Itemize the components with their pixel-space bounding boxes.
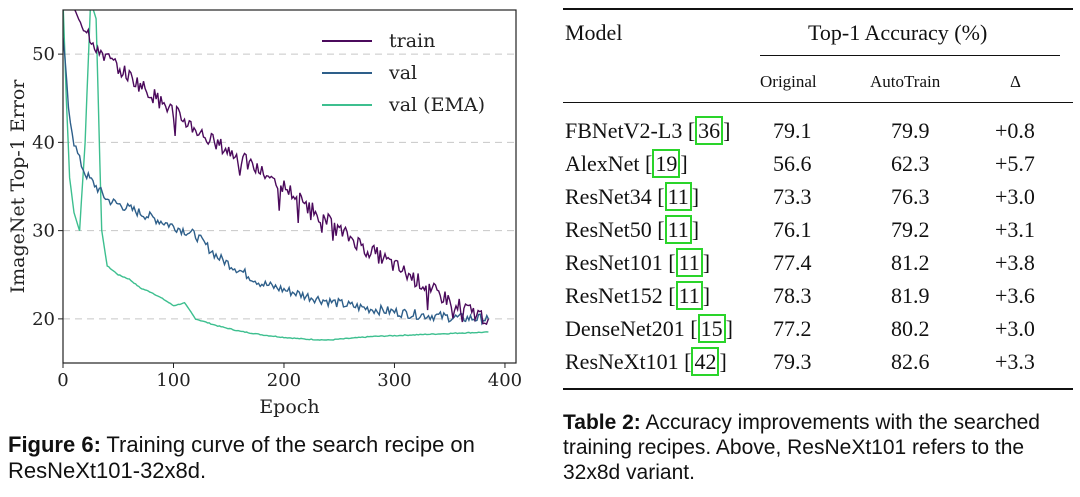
row-delta: +3.1 <box>995 217 1035 242</box>
series-line-val-ema- <box>63 10 489 341</box>
row-autotrain: 76.3 <box>891 184 930 209</box>
series-line-train <box>74 10 490 326</box>
row-model: DenseNet201 [15] <box>565 314 733 343</box>
model-name: AlexNet [ <box>565 151 653 176</box>
header-model: Model <box>565 20 623 45</box>
row-original: 77.4 <box>773 250 812 275</box>
legend-label: val (EMA) <box>388 94 485 116</box>
row-original: 79.1 <box>773 118 812 143</box>
table-caption-label: Table 2: <box>563 411 641 434</box>
header-group-rule <box>760 55 1060 56</box>
header-bottom-rule <box>563 102 1073 103</box>
model-name-close: ] <box>725 316 733 341</box>
citation-link[interactable]: 19 <box>652 149 681 178</box>
row-autotrain: 79.9 <box>891 118 930 143</box>
table-caption-text: Accuracy improvements with the searched … <box>563 411 1040 484</box>
row-delta: +3.0 <box>995 184 1035 209</box>
row-delta: +3.6 <box>995 283 1035 308</box>
row-delta: +5.7 <box>995 151 1035 176</box>
series-line-val <box>63 37 490 326</box>
training-curve-chart: 0 100 200 300 400 20 30 40 50 Epoch ImageNet Top-1… <box>7 9 522 418</box>
legend-label: train <box>389 30 435 52</box>
subheader-delta: Δ <box>1010 72 1021 91</box>
citation-link[interactable]: 15 <box>697 314 726 343</box>
row-model: ResNet50 [11] <box>565 215 700 244</box>
row-delta: +3.8 <box>995 250 1035 275</box>
results-table: Model Top-1 Accuracy (%) Original AutoTr… <box>563 0 1073 400</box>
row-original: 73.3 <box>773 184 812 209</box>
x-tick-label: 300 <box>377 370 411 391</box>
figure-caption-label: Figure 6: <box>8 432 101 457</box>
model-name: DenseNet201 [ <box>565 316 698 341</box>
figure-caption: Figure 6: Training curve of the search r… <box>8 432 528 484</box>
row-original: 79.3 <box>773 349 812 374</box>
figure-caption-text: Training curve of the search recipe on R… <box>8 432 475 483</box>
x-tick-label: 200 <box>267 370 301 391</box>
table-bottom-rule <box>563 388 1073 390</box>
subheader-autotrain: AutoTrain <box>870 72 941 91</box>
model-name-close: ] <box>719 349 727 374</box>
row-model: ResNeXt101 [42] <box>565 347 727 376</box>
model-name: ResNet50 [ <box>565 217 665 242</box>
y-tick-label: 40 <box>32 132 55 153</box>
x-tick-label: 400 <box>488 370 522 391</box>
y-axis-label: ImageNet Top-1 Error <box>7 79 29 294</box>
model-name-close: ] <box>723 118 731 143</box>
subheader-original: Original <box>760 72 817 91</box>
table-caption: Table 2: Accuracy improvements with the … <box>563 410 1075 485</box>
model-name: FBNetV2-L3 [ <box>565 118 696 143</box>
y-tick-label: 20 <box>32 309 55 330</box>
citation-link[interactable]: 11 <box>675 281 703 310</box>
row-original: 56.6 <box>773 151 812 176</box>
row-delta: +3.0 <box>995 316 1035 341</box>
row-model: ResNet34 [11] <box>565 182 700 211</box>
model-name: ResNet152 [ <box>565 283 676 308</box>
row-original: 77.2 <box>773 316 812 341</box>
legend-label: val <box>388 62 417 84</box>
row-model: AlexNet [19] <box>565 149 688 178</box>
citation-link[interactable]: 36 <box>695 116 724 145</box>
x-tick-label: 0 <box>57 370 68 391</box>
model-name-close: ] <box>691 217 700 242</box>
row-model: ResNet152 [11] <box>565 281 711 310</box>
model-name-close: ] <box>702 250 711 275</box>
row-autotrain: 62.3 <box>891 151 930 176</box>
row-delta: +0.8 <box>995 118 1035 143</box>
row-model: ResNet101 [11] <box>565 248 711 277</box>
row-autotrain: 81.2 <box>891 250 930 275</box>
model-name: ResNet34 [ <box>565 184 665 209</box>
row-original: 76.1 <box>773 217 812 242</box>
model-name: ResNeXt101 [ <box>565 349 692 374</box>
y-tick-label: 30 <box>32 221 55 242</box>
citation-link[interactable]: 11 <box>675 248 703 277</box>
row-original: 78.3 <box>773 283 812 308</box>
row-autotrain: 82.6 <box>891 349 930 374</box>
table-top-rule <box>563 8 1073 10</box>
x-axis-label: Epoch <box>259 396 319 418</box>
citation-link[interactable]: 11 <box>664 182 692 211</box>
row-autotrain: 81.9 <box>891 283 930 308</box>
plot-frame <box>62 9 517 364</box>
citation-link[interactable]: 11 <box>664 215 692 244</box>
y-tick-label: 50 <box>32 44 55 65</box>
model-name: ResNet101 [ <box>565 250 676 275</box>
header-top1-accuracy: Top-1 Accuracy (%) <box>808 20 988 45</box>
row-delta: +3.3 <box>995 349 1035 374</box>
training-curve-figure: 0 100 200 300 400 20 30 40 50 Epoch ImageNet Top-1… <box>0 0 530 420</box>
model-name-close: ] <box>680 151 688 176</box>
row-model: FBNetV2-L3 [36] <box>565 116 731 145</box>
row-autotrain: 79.2 <box>891 217 930 242</box>
x-tick-label: 100 <box>156 370 190 391</box>
citation-link[interactable]: 42 <box>691 347 720 376</box>
model-name-close: ] <box>691 184 700 209</box>
model-name-close: ] <box>702 283 711 308</box>
row-autotrain: 80.2 <box>891 316 930 341</box>
